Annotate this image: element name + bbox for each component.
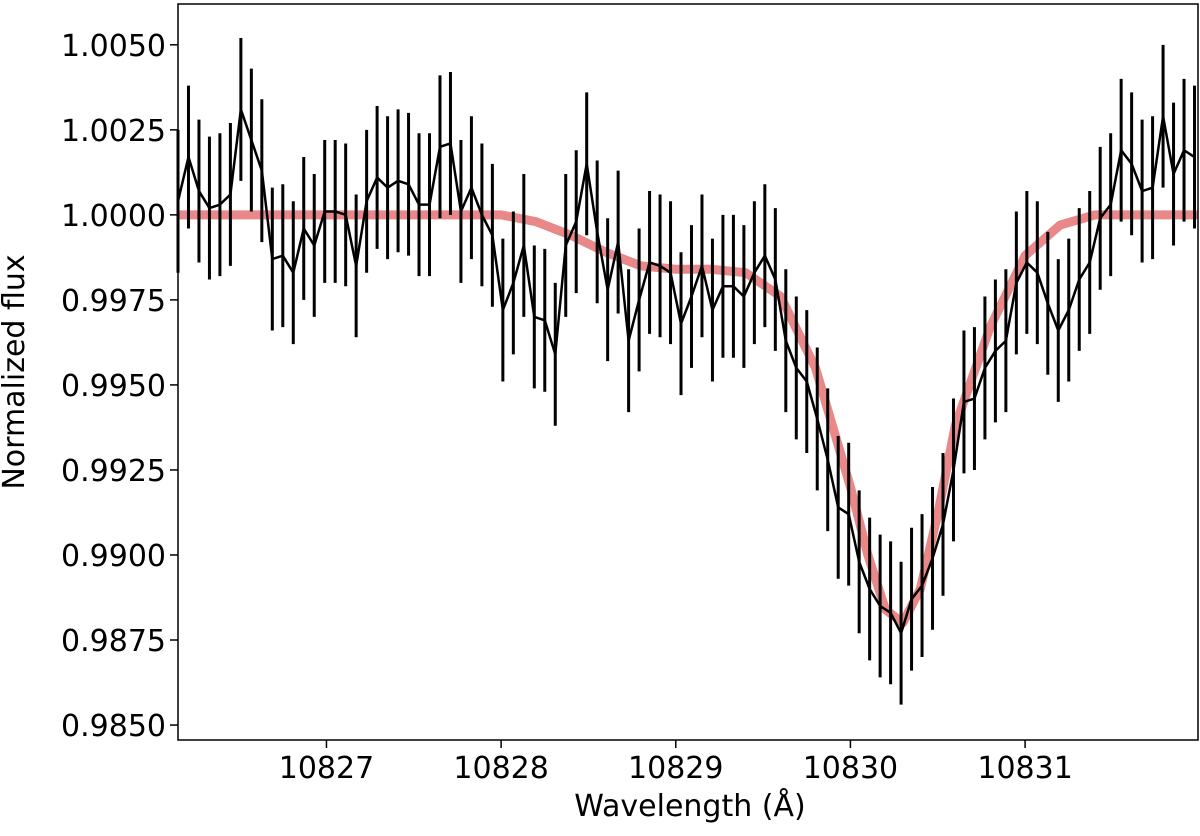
x-tick-label: 10830 (803, 751, 898, 786)
y-tick-label: 1.0025 (61, 114, 166, 149)
y-tick-label: 0.9950 (61, 369, 166, 404)
x-tick-label: 10828 (453, 751, 548, 786)
y-tick-label: 1.0000 (61, 199, 166, 234)
y-tick-label: 0.9900 (61, 539, 166, 574)
y-tick-label: 0.9875 (61, 624, 166, 659)
x-tick-label: 10831 (977, 751, 1072, 786)
x-tick-label: 10829 (628, 751, 723, 786)
x-axis-label: Wavelength (Å) (574, 788, 805, 824)
y-tick-label: 0.9975 (61, 284, 166, 319)
data-line (176, 108, 1196, 635)
y-tick-label: 1.0050 (61, 29, 166, 64)
y-axis-label: Normalized flux (0, 254, 32, 489)
y-tick-label: 0.9850 (61, 709, 166, 744)
x-tick-label: 10827 (279, 751, 374, 786)
y-tick-label: 0.9925 (61, 454, 166, 489)
model-line (178, 210, 1198, 628)
plot-frame (177, 3, 1199, 741)
